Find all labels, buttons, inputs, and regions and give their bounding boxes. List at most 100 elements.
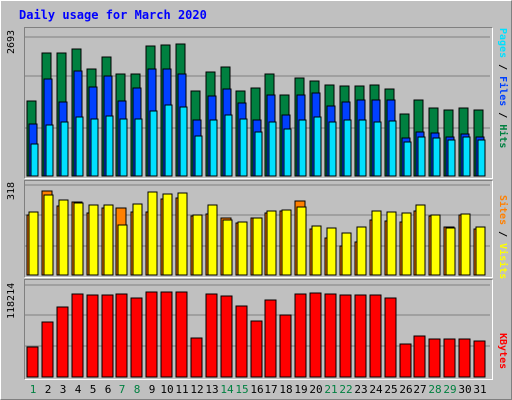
x-tick-label: 25 — [384, 383, 398, 396]
visits-visits-bar — [132, 203, 143, 276]
x-tick-label: 19 — [294, 383, 308, 396]
kbytes-kbytes-bar — [264, 299, 277, 378]
requests-pages-bar — [75, 116, 84, 177]
visits-visits-bar — [117, 224, 128, 276]
requests-legend: Pages / Files / Hits — [497, 28, 508, 148]
requests-pages-bar — [30, 143, 39, 177]
kbytes-kbytes-bar — [413, 335, 426, 378]
visits-visits-bar — [401, 212, 412, 276]
visits-visits-bar — [326, 227, 337, 276]
requests-pages-bar — [328, 121, 337, 177]
kbytes-kbytes-bar — [190, 337, 203, 378]
kbytes-kbytes-bar — [56, 306, 69, 378]
requests-pages-bar — [403, 141, 412, 177]
requests-pages-bar — [194, 135, 203, 177]
requests-pages-bar — [45, 124, 54, 177]
x-tick-label: 28 — [428, 383, 442, 396]
kbytes-kbytes-bar — [205, 293, 218, 378]
requests-pages-bar — [134, 118, 143, 177]
x-tick-label: 15 — [235, 383, 249, 396]
kbytes-kbytes-bar — [250, 320, 263, 378]
requests-pages-bar — [254, 131, 263, 177]
visits-visits-bar — [371, 210, 382, 276]
requests-pages-bar — [60, 121, 69, 177]
requests-pages-bar — [105, 115, 114, 177]
legend-sep: / — [497, 58, 508, 77]
requests-pages-bar — [283, 128, 292, 177]
kbytes-kbytes-bar — [115, 293, 128, 378]
x-tick-label: 23 — [354, 383, 368, 396]
requests-pages-bar — [209, 119, 218, 177]
x-tick-label: 17 — [264, 383, 278, 396]
x-tick-label: 29 — [443, 383, 457, 396]
x-tick-label: 20 — [309, 383, 323, 396]
legend-files: Files — [497, 76, 508, 107]
x-tick-label: 8 — [133, 383, 141, 396]
x-tick-label: 6 — [104, 383, 112, 396]
requests-pages-bar — [224, 114, 233, 177]
visits-visits-bar — [207, 204, 218, 276]
requests-pages-bar — [373, 121, 382, 177]
kbytes-kbytes-bar — [443, 338, 456, 378]
visits-ymax-label: 318 — [6, 181, 17, 200]
kbytes-kbytes-bar — [235, 305, 248, 378]
requests-pages-bar — [149, 110, 158, 177]
kbytes-kbytes-bar — [71, 293, 84, 378]
visits-visits-bar — [460, 213, 471, 276]
requests-ymax-label: 2693 — [6, 29, 17, 54]
kbytes-kbytes-bar — [354, 294, 367, 378]
requests-pages-bar — [477, 139, 486, 177]
visits-visits-bar — [475, 226, 486, 276]
x-tick-label: 27 — [413, 383, 427, 396]
visits-visits-bar — [341, 232, 352, 276]
kbytes-kbytes-bar — [175, 291, 188, 378]
x-tick-label: 30 — [458, 383, 472, 396]
kbytes-kbytes-bar — [130, 297, 143, 378]
visits-legend: Sites / Visits — [497, 195, 508, 279]
chart-title: Daily usage for March 2020 — [19, 8, 207, 22]
x-tick-label: 7 — [118, 383, 126, 396]
visits-visits-bar — [43, 194, 54, 276]
requests-pages-bar — [179, 106, 188, 177]
kbytes-kbytes-bar — [384, 297, 397, 378]
legend-hits: Hits — [497, 124, 508, 149]
visits-visits-bar — [281, 209, 292, 276]
kbytes-kbytes-bar — [339, 294, 352, 378]
x-tick-label: 21 — [324, 383, 338, 396]
visits-visits-bar — [73, 202, 84, 276]
requests-pages-bar — [417, 136, 426, 177]
requests-pages-bar — [447, 139, 456, 177]
legend-visits: Visits — [497, 243, 508, 280]
kbytes-kbytes-bar — [101, 294, 114, 378]
kbytes-kbytes-bar — [26, 346, 39, 378]
visits-visits-bar — [28, 211, 39, 276]
visits-visits-bar — [266, 210, 277, 276]
requests-pages-bar — [239, 118, 248, 177]
visits-visits-bar — [237, 221, 248, 276]
legend-sep: / — [497, 225, 508, 244]
requests-pages-bar — [343, 119, 352, 177]
kbytes-kbytes-bar — [41, 321, 54, 378]
visits-visits-bar — [430, 214, 441, 276]
kbytes-kbytes-bar — [279, 314, 292, 378]
visits-visits-bar — [103, 204, 114, 276]
kbytes-kbytes-bar — [309, 292, 322, 378]
visits-visits-bar — [177, 192, 188, 276]
requests-pages-bar — [388, 120, 397, 177]
kbytes-kbytes-bar — [294, 293, 307, 378]
requests-pages-bar — [119, 118, 128, 177]
kbytes-kbytes-bar — [145, 291, 158, 378]
x-tick-label: 1 — [29, 383, 37, 396]
legend-kbytes: KBytes — [497, 333, 508, 370]
kbytes-kbytes-bar — [86, 294, 99, 378]
kbytes-kbytes-bar — [399, 343, 412, 378]
x-tick-label: 2 — [44, 383, 52, 396]
x-tick-label: 3 — [59, 383, 67, 396]
x-tick-label: 10 — [160, 383, 174, 396]
x-tick-label: 22 — [339, 383, 353, 396]
requests-pages-bar — [164, 104, 173, 177]
requests-pages-bar — [313, 116, 322, 177]
x-tick-label: 14 — [220, 383, 234, 396]
